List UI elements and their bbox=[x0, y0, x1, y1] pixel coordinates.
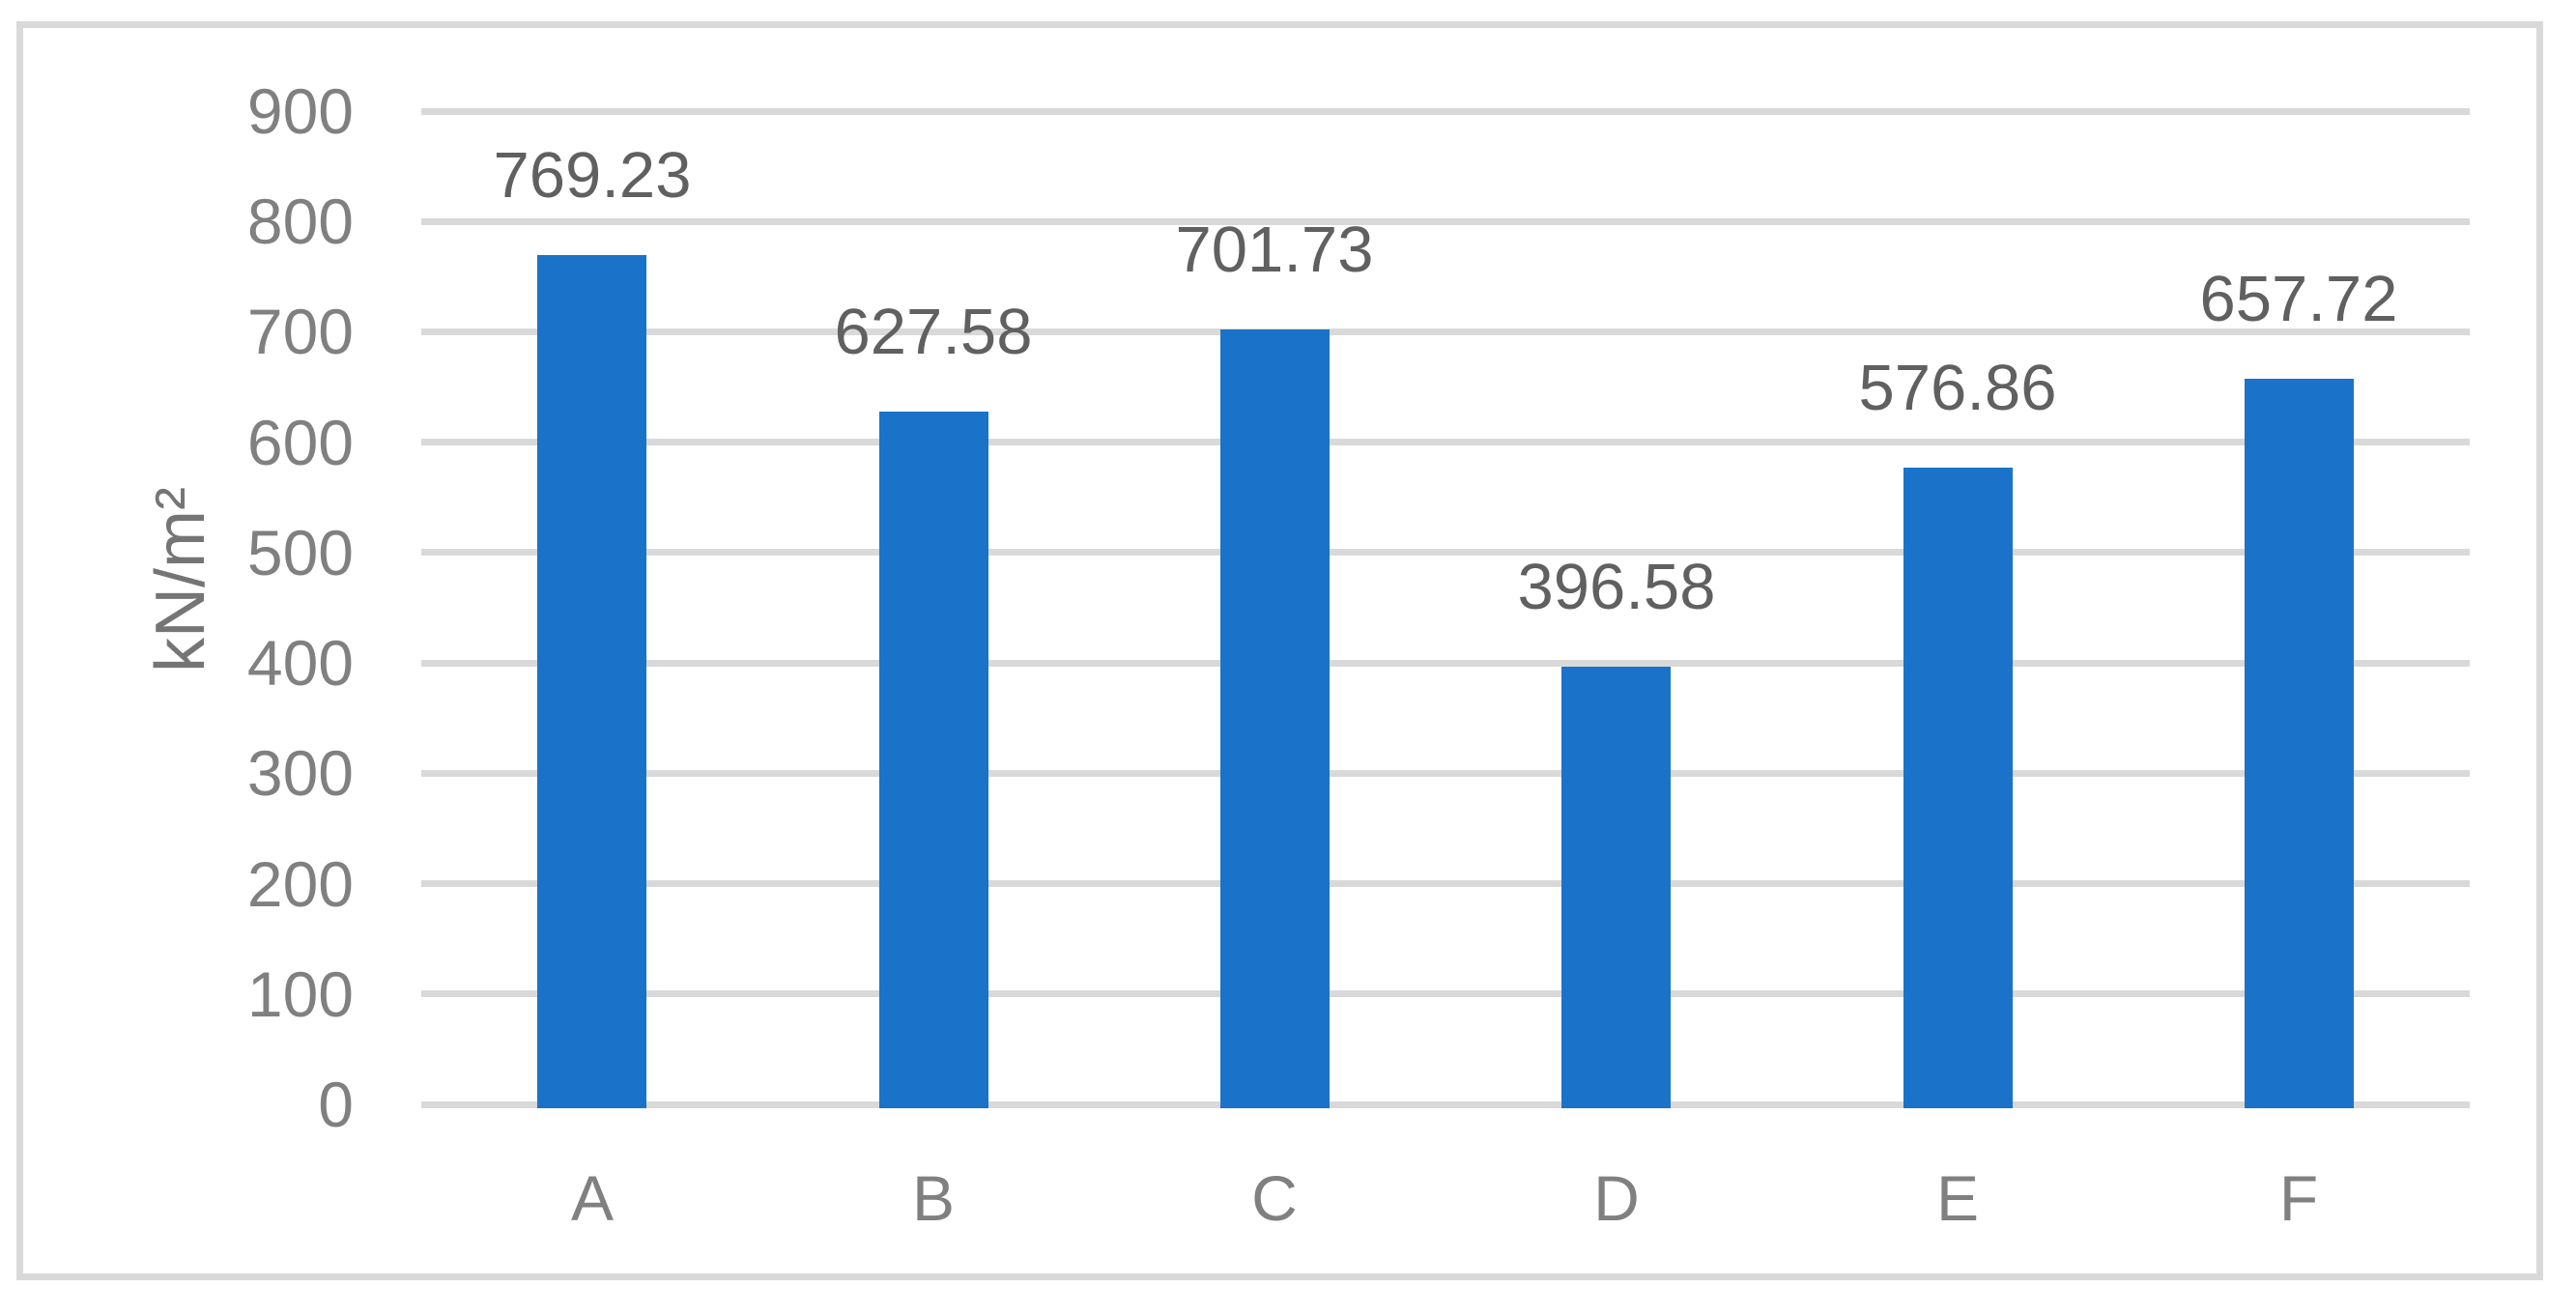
category-label-b: B bbox=[911, 1162, 956, 1234]
y-tick-label: 700 bbox=[246, 296, 354, 367]
gridline bbox=[421, 880, 2470, 887]
y-tick-label: 800 bbox=[246, 186, 354, 257]
y-tick-label: 200 bbox=[246, 848, 354, 920]
x-axis-line bbox=[421, 1101, 2470, 1108]
bar-d bbox=[1561, 667, 1671, 1108]
gridline bbox=[421, 439, 2470, 445]
data-label-c: 701.73 bbox=[1175, 214, 1374, 286]
bar-b bbox=[879, 412, 988, 1108]
y-tick-label: 400 bbox=[246, 627, 354, 699]
gridline bbox=[421, 218, 2470, 225]
gridline bbox=[421, 329, 2470, 335]
category-label-e: E bbox=[1935, 1162, 1980, 1234]
category-label-a: A bbox=[570, 1162, 615, 1234]
bar-c bbox=[1220, 329, 1330, 1108]
data-label-e: 576.86 bbox=[1858, 352, 2057, 424]
y-tick-label: 100 bbox=[246, 958, 354, 1030]
category-label-f: F bbox=[2278, 1162, 2319, 1234]
data-label-f: 657.72 bbox=[2199, 263, 2398, 335]
bar-a bbox=[537, 255, 646, 1108]
data-label-a: 769.23 bbox=[493, 139, 692, 212]
gridline bbox=[421, 770, 2470, 777]
category-label-c: C bbox=[1251, 1162, 1298, 1234]
y-tick-label: 300 bbox=[246, 737, 354, 809]
bar-f bbox=[2245, 379, 2354, 1108]
gridline bbox=[421, 990, 2470, 997]
y-tick-label: 500 bbox=[246, 517, 354, 588]
data-label-b: 627.58 bbox=[834, 296, 1033, 368]
y-tick-label: 0 bbox=[318, 1069, 354, 1140]
category-label-d: D bbox=[1593, 1162, 1640, 1234]
y-tick-label: 900 bbox=[246, 75, 354, 147]
data-label-d: 396.58 bbox=[1517, 551, 1716, 623]
gridline bbox=[421, 660, 2470, 667]
gridline bbox=[421, 549, 2470, 556]
chart-border bbox=[16, 21, 2543, 1280]
bar-e bbox=[1903, 468, 2013, 1108]
y-tick-label: 600 bbox=[246, 407, 354, 478]
y-axis-title: kN/m² bbox=[142, 487, 219, 672]
gridline bbox=[421, 108, 2470, 115]
